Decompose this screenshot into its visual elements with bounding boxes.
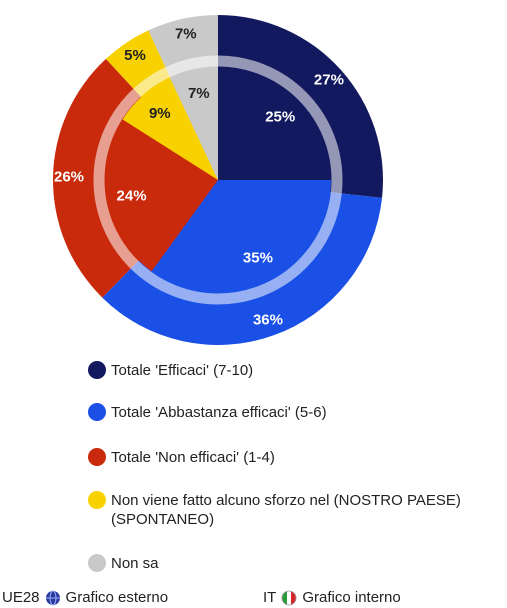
data-label: 25%: [265, 109, 295, 126]
legend-swatch: [88, 491, 106, 509]
legend-label: Totale 'Non efficaci' (1-4): [111, 449, 275, 466]
pie-slice: [122, 77, 218, 180]
legend-swatch: [88, 403, 106, 421]
legend-item: Totale 'Efficaci' (7-10): [88, 361, 503, 380]
legend-item: Non viene fatto alcuno sforzo nel (NOSTR…: [88, 491, 503, 529]
legend-label: Totale 'Efficaci' (7-10): [111, 362, 254, 379]
legend-swatch: [88, 448, 106, 466]
data-label: 26%: [54, 169, 84, 186]
ring-label: Grafico esterno: [65, 589, 169, 606]
legend-label: Non viene fatto alcuno sforzo nel (NOSTR…: [111, 492, 461, 528]
data-label: 9%: [149, 105, 171, 122]
pie-slice: [169, 67, 218, 180]
inner-ring-key: IT Grafico interno: [263, 589, 401, 606]
legend-swatch: [88, 361, 106, 379]
chart: 27% 36% 26% 5% 7% 25% 35% 24% 9% 7%: [53, 15, 383, 345]
globe-icon: [45, 590, 60, 605]
data-label: 35%: [243, 249, 273, 266]
data-label: 24%: [117, 187, 147, 204]
data-label: 7%: [175, 25, 197, 42]
legend-label: Totale 'Abbastanza efficaci' (5-6): [111, 404, 327, 421]
series-name: IT: [263, 589, 277, 606]
legend-item: Totale 'Non efficaci' (1-4): [88, 448, 503, 467]
data-label: 27%: [314, 71, 344, 88]
legend-swatch: [88, 554, 106, 572]
data-label: 7%: [188, 85, 210, 102]
pie-slice: [104, 119, 218, 272]
data-label: 36%: [253, 311, 283, 328]
outer-ring-key: UE28 Grafico esterno: [2, 589, 168, 606]
legend-item: Totale 'Abbastanza efficaci' (5-6): [88, 403, 503, 422]
legend-label: Non sa: [111, 555, 159, 572]
series-name: UE28: [2, 589, 40, 606]
pie-slice: [151, 180, 331, 293]
ring-label: Grafico interno: [302, 589, 401, 606]
ring-divider: [93, 55, 343, 305]
pie-slice: [218, 67, 331, 180]
legend-item: Non sa: [88, 554, 503, 573]
data-label: 5%: [124, 47, 146, 64]
flag-icon: [281, 590, 297, 605]
